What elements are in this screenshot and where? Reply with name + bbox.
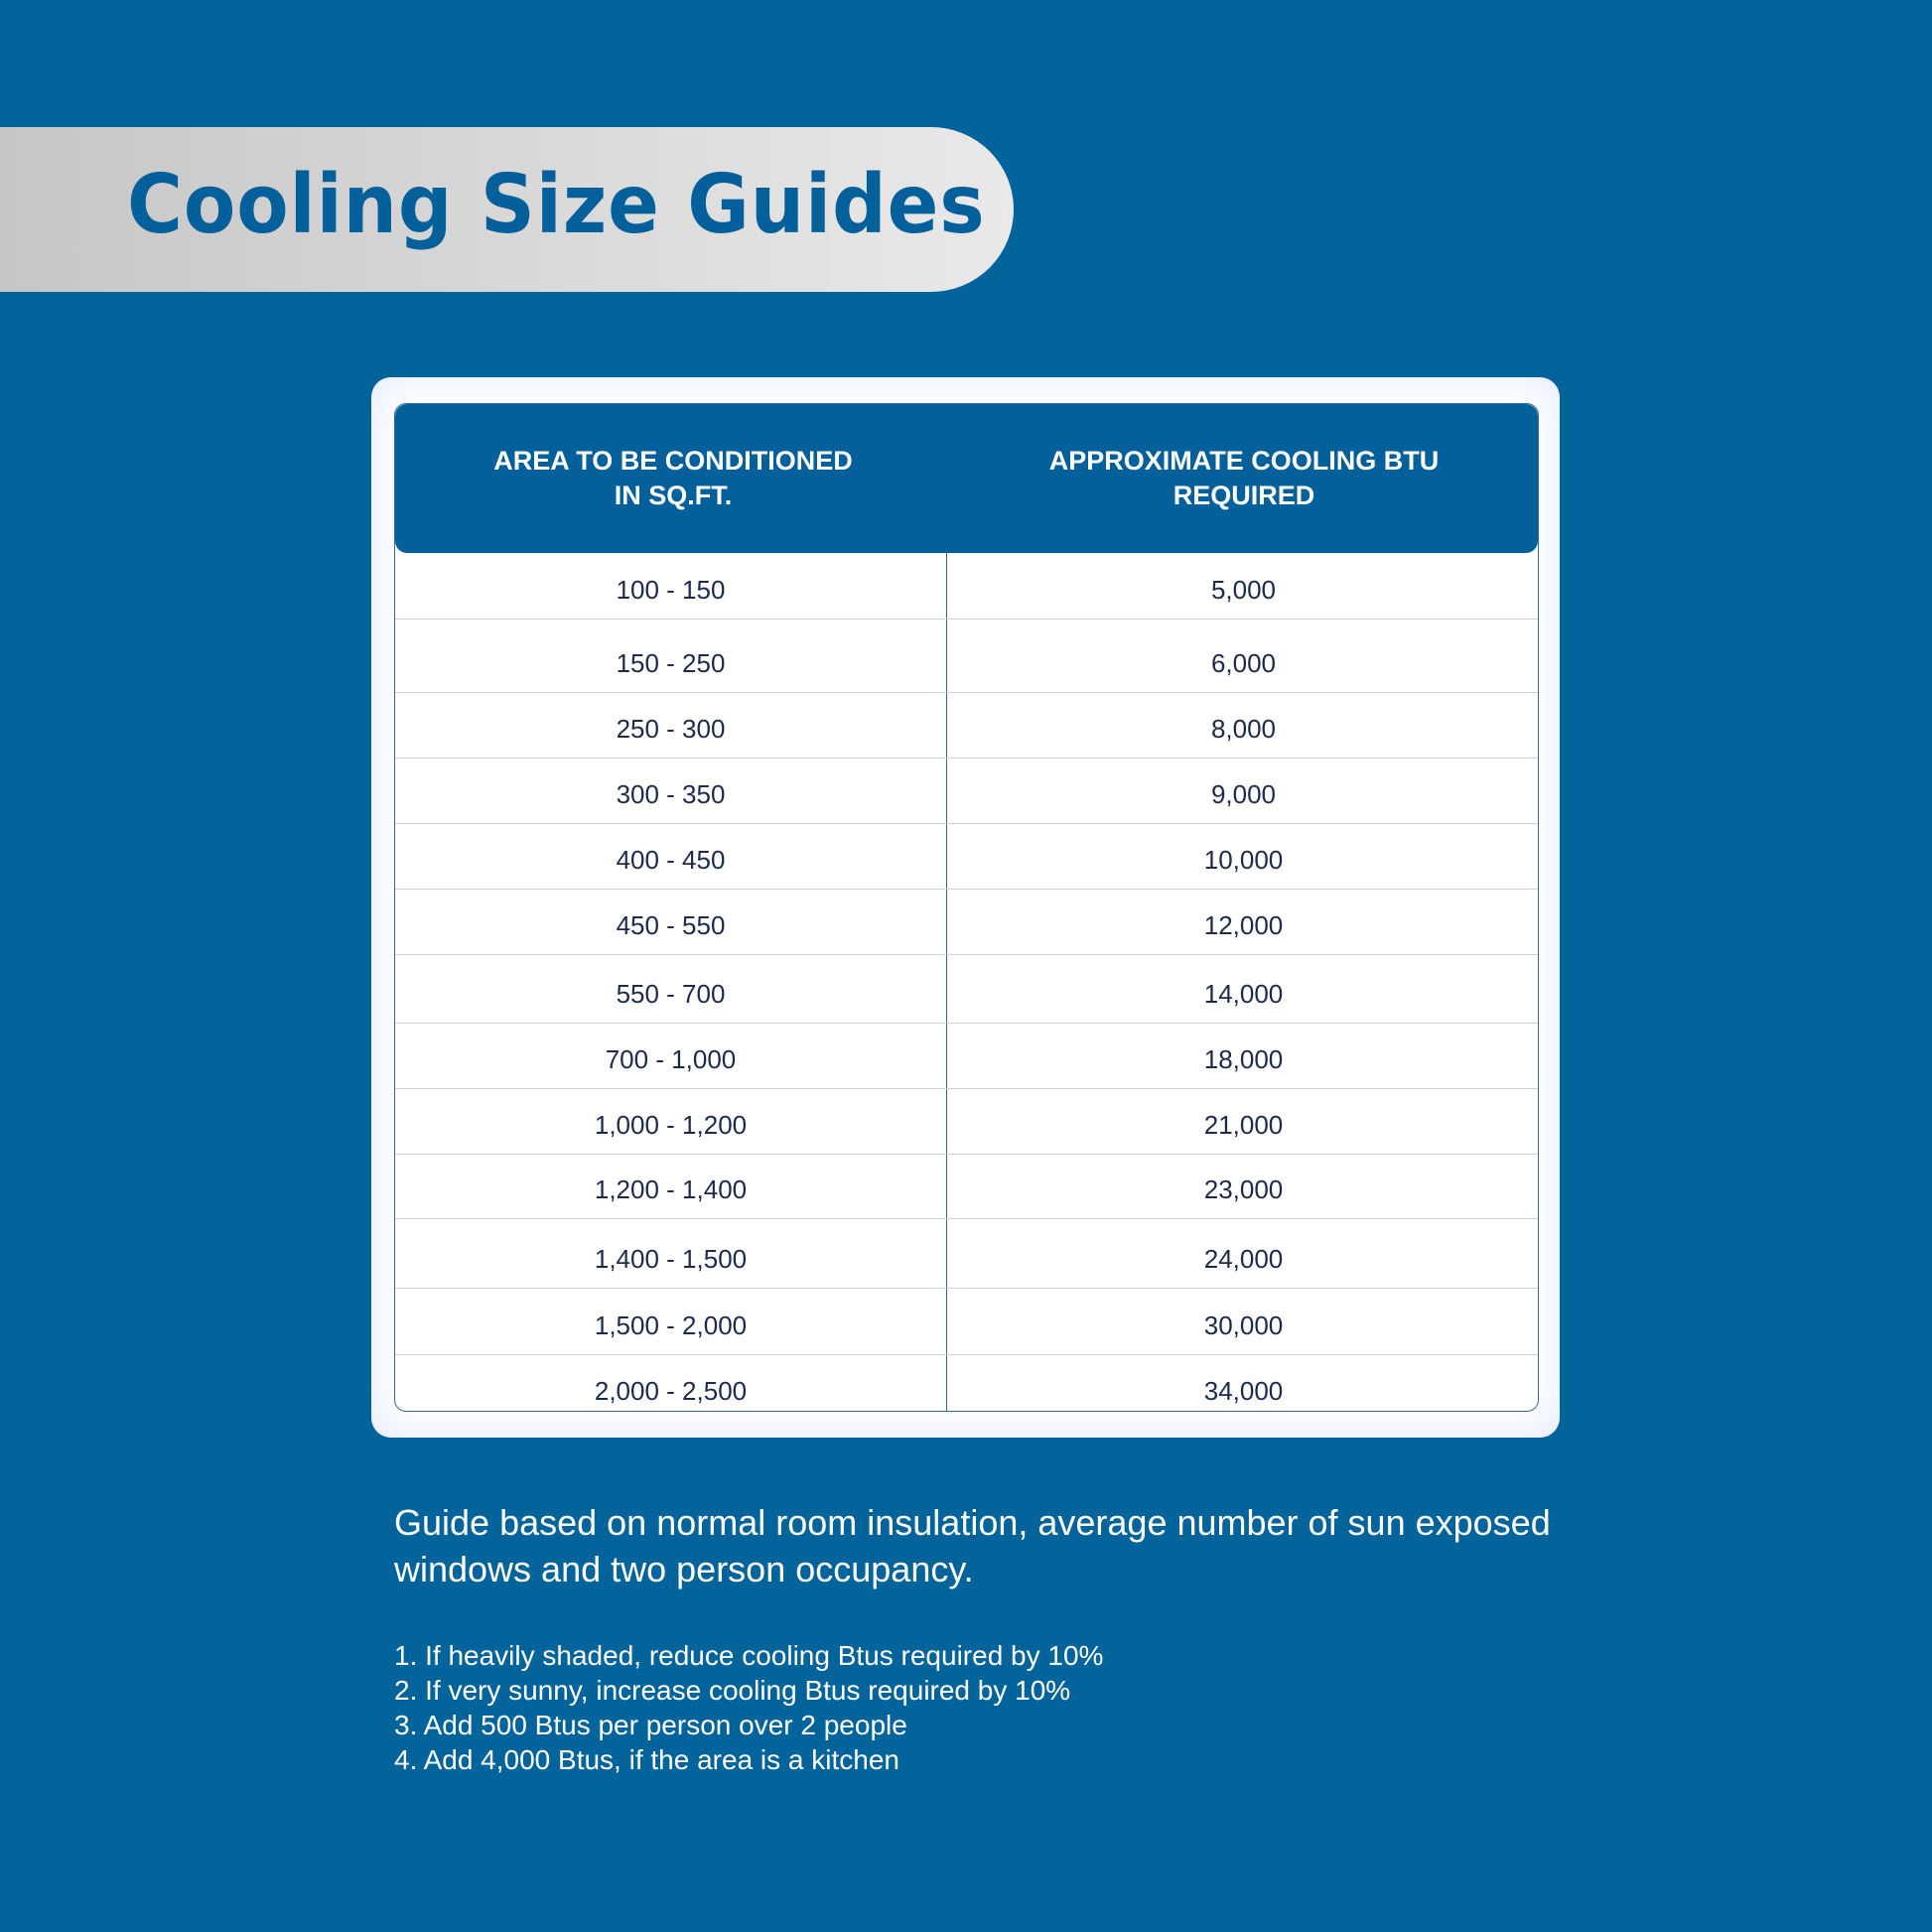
btu-cell: 12,000 bbox=[1203, 910, 1284, 940]
table-row: 1,500 - 2,000 30,000 bbox=[395, 1289, 1538, 1355]
table-row: 700 - 1,000 18,000 bbox=[395, 1023, 1538, 1089]
area-cell: 700 - 1,000 bbox=[605, 1044, 737, 1074]
title-banner bbox=[0, 127, 1014, 292]
table-row: 100 - 150 5,000 bbox=[395, 553, 1538, 620]
guide-note: Guide based on normal room insulation, a… bbox=[394, 1502, 1551, 1589]
area-cell: 1,200 - 1,400 bbox=[594, 1174, 748, 1204]
btu-cell: 6,000 bbox=[1210, 648, 1277, 678]
area-cell: 250 - 300 bbox=[616, 714, 726, 744]
table-row: 1,000 - 1,200 21,000 bbox=[395, 1088, 1538, 1155]
table-row: 1,200 - 1,400 23,000 bbox=[395, 1153, 1538, 1219]
list-item: 1. If heavily shaded, reduce cooling Btu… bbox=[394, 1640, 1104, 1671]
area-cell: 400 - 450 bbox=[616, 845, 726, 875]
area-cell: 100 - 150 bbox=[616, 575, 726, 605]
table-row: 250 - 300 8,000 bbox=[395, 692, 1538, 759]
list-item: 4. Add 4,000 Btus, if the area is a kitc… bbox=[394, 1744, 899, 1775]
btu-cell: 24,000 bbox=[1203, 1244, 1284, 1274]
area-cell: 1,000 - 1,200 bbox=[594, 1110, 748, 1140]
header-line: AREA TO BE CONDITIONED bbox=[493, 446, 853, 476]
btu-cell: 10,000 bbox=[1203, 845, 1284, 875]
btu-cell: 18,000 bbox=[1203, 1044, 1284, 1074]
table-header: AREA TO BE CONDITIONED IN SQ.FT. APPROXI… bbox=[395, 404, 1538, 553]
area-cell: 550 - 700 bbox=[616, 979, 726, 1009]
adjustments-list: 1. If heavily shaded, reduce cooling Btu… bbox=[394, 1638, 1103, 1777]
column-divider bbox=[946, 553, 947, 1411]
table-row: 2,000 - 2,500 34,000 bbox=[395, 1354, 1538, 1411]
table-row: 300 - 350 9,000 bbox=[395, 758, 1538, 824]
btu-cell: 30,000 bbox=[1203, 1311, 1284, 1340]
btu-cell: 14,000 bbox=[1203, 979, 1284, 1009]
table-row: 1,400 - 1,500 24,000 bbox=[395, 1222, 1538, 1289]
table-row: 400 - 450 10,000 bbox=[395, 823, 1538, 890]
column-header-btu: APPROXIMATE COOLING BTU REQUIRED bbox=[946, 444, 1538, 513]
list-item: 2. If very sunny, increase cooling Btus … bbox=[394, 1675, 1071, 1706]
table-row: 550 - 700 14,000 bbox=[395, 957, 1538, 1024]
header-line: REQUIRED bbox=[1173, 481, 1315, 510]
cooling-size-table: AREA TO BE CONDITIONED IN SQ.FT. APPROXI… bbox=[394, 403, 1539, 1412]
table-row: 150 - 250 6,000 bbox=[395, 626, 1538, 693]
area-cell: 300 - 350 bbox=[616, 779, 726, 809]
btu-cell: 5,000 bbox=[1210, 575, 1277, 605]
area-cell: 1,500 - 2,000 bbox=[594, 1311, 748, 1340]
header-line: APPROXIMATE COOLING BTU bbox=[1048, 446, 1440, 476]
column-header-area: AREA TO BE CONDITIONED IN SQ.FT. bbox=[395, 444, 961, 513]
btu-cell: 23,000 bbox=[1203, 1174, 1284, 1204]
btu-cell: 9,000 bbox=[1210, 779, 1277, 809]
btu-cell: 34,000 bbox=[1203, 1376, 1284, 1406]
area-cell: 150 - 250 bbox=[616, 648, 726, 678]
page-title: Cooling Size Guides bbox=[127, 158, 986, 252]
area-cell: 450 - 550 bbox=[616, 910, 726, 940]
btu-cell: 21,000 bbox=[1203, 1110, 1284, 1140]
btu-cell: 8,000 bbox=[1210, 714, 1277, 744]
header-line: IN SQ.FT. bbox=[614, 481, 733, 510]
area-cell: 2,000 - 2,500 bbox=[594, 1376, 748, 1406]
list-item: 3. Add 500 Btus per person over 2 people bbox=[394, 1710, 907, 1740]
area-cell: 1,400 - 1,500 bbox=[594, 1244, 748, 1274]
table-row: 450 - 550 12,000 bbox=[395, 889, 1538, 955]
